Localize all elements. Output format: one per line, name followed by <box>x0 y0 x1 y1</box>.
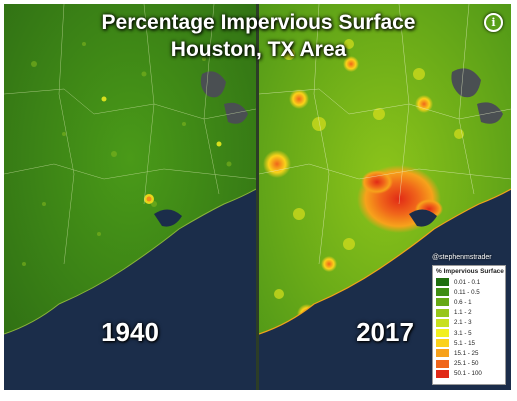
legend-item: 0.6 - 1 <box>436 297 502 307</box>
legend-item: 3.1 - 5 <box>436 328 502 338</box>
credit-handle: @stephenmstrader <box>432 254 492 261</box>
legend-item: 0.01 - 0.1 <box>436 277 502 287</box>
map-title: Percentage Impervious Surface Houston, T… <box>0 9 517 63</box>
legend-label: 1.1 - 2 <box>454 309 472 317</box>
legend-item: 5.1 - 15 <box>436 338 502 348</box>
legend-label: 0.6 - 1 <box>454 298 472 306</box>
bottom-strip <box>0 392 517 401</box>
year-label-1940: 1940 <box>101 317 159 347</box>
legend-swatch <box>436 298 449 307</box>
legend-label: 0.11 - 0.5 <box>454 288 480 296</box>
legend-label: 5.1 - 15 <box>454 339 475 347</box>
legend-item: 1.1 - 2 <box>436 308 502 318</box>
title-line-1: Percentage Impervious Surface <box>101 11 416 34</box>
legend-items: 0.01 - 0.1 0.11 - 0.5 0.6 - 1 1.1 - 2 2.1 - … <box>436 277 502 379</box>
legend-swatch <box>436 339 449 348</box>
legend: % Impervious Surface 0.01 - 0.1 0.11 - 0.… <box>432 265 506 385</box>
gulf-water-1940 <box>4 189 256 390</box>
legend-label: 3.1 - 5 <box>454 329 472 337</box>
legend-title: % Impervious Surface <box>436 268 504 275</box>
legend-swatch <box>436 278 449 287</box>
urban-spots-1940 <box>101 96 222 204</box>
info-icon[interactable]: i <box>484 13 503 32</box>
legend-swatch <box>436 288 449 297</box>
legend-swatch <box>436 308 449 317</box>
legend-swatch <box>436 349 449 358</box>
legend-label: 25.1 - 50 <box>454 360 479 368</box>
legend-item: 0.11 - 0.5 <box>436 287 502 297</box>
legend-item: 15.1 - 25 <box>436 348 502 358</box>
legend-swatch <box>436 329 449 338</box>
legend-item: 2.1 - 3 <box>436 318 502 328</box>
map-panel-2017: 2017 <box>259 4 511 390</box>
year-label-2017: 2017 <box>356 317 414 347</box>
legend-label: 50.1 - 100 <box>454 370 482 378</box>
map-frame: 1940 <box>4 4 511 390</box>
map-panel-1940: 1940 <box>4 4 256 390</box>
legend-item: 50.1 - 100 <box>436 369 502 379</box>
legend-label: 0.01 - 0.1 <box>454 278 481 286</box>
legend-swatch <box>436 369 449 378</box>
legend-swatch <box>436 359 449 368</box>
legend-item: 25.1 - 50 <box>436 359 502 369</box>
legend-label: 15.1 - 25 <box>454 349 479 357</box>
legend-label: 2.1 - 3 <box>454 319 472 327</box>
title-line-2: Houston, TX Area <box>170 38 347 61</box>
legend-swatch <box>436 318 449 327</box>
map-1940 <box>4 4 256 390</box>
